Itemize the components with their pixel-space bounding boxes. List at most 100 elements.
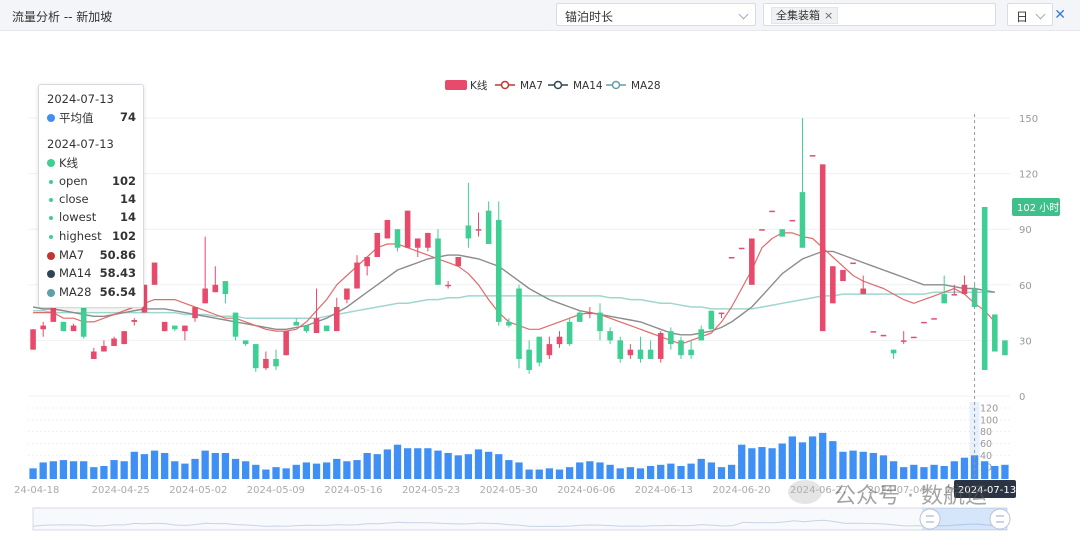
candle-body: [202, 288, 208, 304]
candle-body: [172, 325, 178, 330]
period-select[interactable]: 日: [1007, 3, 1053, 26]
candle-body: [617, 340, 624, 359]
volume-bar: [495, 454, 503, 479]
x-tick-label: 2024-05-16: [324, 485, 382, 496]
period-select-value: 日: [1016, 10, 1029, 24]
legend-marker-icon: [553, 80, 563, 90]
volume-bar: [171, 461, 179, 479]
candle-body: [789, 219, 796, 222]
volume-bar: [49, 461, 57, 479]
volume-bar: [819, 432, 827, 479]
volume-bar: [940, 465, 948, 479]
volume-bar: [59, 460, 68, 479]
candle-body: [445, 284, 451, 287]
volume-bar: [849, 450, 857, 479]
legend-label: K线: [470, 79, 488, 92]
data-zoom-handle[interactable]: [919, 508, 941, 530]
x-tick-label: 2024-06-20: [712, 485, 770, 496]
bullet-icon: [49, 235, 53, 239]
tooltip-open-label: open: [59, 174, 88, 188]
candle-body: [222, 281, 229, 295]
volume-bar: [363, 452, 371, 479]
volume-bar: [90, 467, 98, 479]
x-tick-label: 2024-07-04: [868, 485, 926, 496]
volume-bar: [586, 461, 594, 479]
chevron-down-icon: [1035, 9, 1046, 20]
volume-bar: [616, 468, 624, 479]
candle-body: [992, 314, 998, 352]
volume-bar: [748, 448, 756, 479]
candle-body: [597, 312, 603, 332]
volume-bar: [333, 458, 341, 479]
candle-body: [364, 257, 370, 267]
candle-body: [576, 312, 583, 322]
volume-bar: [191, 458, 199, 479]
tooltip-lowest-value: 14: [119, 210, 136, 224]
candle-body: [819, 164, 826, 332]
volume-bar: [646, 465, 655, 479]
legend-label: MA14: [573, 80, 603, 92]
candle-body: [627, 349, 634, 356]
candle-body: [556, 336, 563, 345]
volume-bar: [829, 441, 837, 479]
candle-body: [850, 262, 856, 265]
close-icon[interactable]: ✕: [1054, 7, 1066, 23]
volume-bar: [100, 465, 108, 479]
tooltip-avg-value: 74: [119, 110, 136, 124]
candle-body: [900, 340, 907, 342]
tooltip-lowest-label: lowest: [59, 210, 97, 224]
y-tick-label: 150: [1019, 114, 1038, 125]
candle-body: [91, 351, 97, 359]
candle-body: [273, 358, 279, 367]
filter-tag[interactable]: 全集装箱 ×: [771, 7, 839, 24]
data-zoom-handle[interactable]: [989, 508, 1011, 530]
x-tick-label: 2024-06-27: [790, 485, 848, 496]
volume-bar: [677, 465, 685, 479]
candle-body: [779, 229, 786, 237]
volume-tick-label: 120: [980, 404, 998, 415]
candle-body: [313, 318, 320, 333]
volume-tick-label: 100: [980, 415, 998, 426]
x-tick-label: 2024-06-06: [557, 485, 615, 496]
legend-label: MA28: [631, 80, 661, 92]
y-tick-label: 120: [1019, 170, 1038, 181]
volume-bar: [930, 464, 938, 479]
x-tick-label: 2024-05-23: [402, 485, 460, 496]
candle-body: [192, 307, 198, 319]
volume-bar: [555, 469, 564, 479]
tag-remove-icon[interactable]: ×: [824, 9, 834, 22]
volume-bar: [181, 463, 189, 479]
volume-bar: [505, 460, 513, 479]
candle-body: [971, 288, 978, 308]
watermark-text: 公众号 · 数航运: [834, 484, 987, 509]
candle-body: [698, 329, 705, 341]
volume-bar: [697, 458, 705, 479]
legend-marker-icon: [611, 80, 621, 90]
volume-bar: [353, 460, 361, 479]
volume-bar: [950, 461, 958, 479]
filter-select[interactable]: 全集装箱 ×: [763, 3, 996, 26]
candle-body: [455, 257, 462, 267]
candle-body: [961, 284, 968, 295]
candle-body: [668, 331, 674, 345]
candle-body: [323, 325, 330, 332]
candle-body: [131, 320, 138, 322]
candle-body: [516, 288, 522, 359]
volume-bar: [201, 450, 209, 479]
volume-bar: [474, 449, 483, 479]
volume-bar: [414, 448, 422, 479]
volume-bar: [424, 448, 432, 479]
volume-bar: [302, 462, 311, 479]
volume-bar: [323, 462, 331, 479]
volume-bar: [839, 451, 847, 479]
candle-body: [182, 325, 188, 332]
volume-bar: [262, 469, 270, 479]
candle-body: [637, 349, 644, 359]
metric-select[interactable]: 锚泊时长: [556, 3, 756, 26]
kline-chart[interactable]: K线MA7MA14MA28030609012015020406080100120…: [0, 30, 1080, 537]
volume-bar: [272, 467, 280, 479]
candle-body: [951, 294, 958, 296]
volume-bar: [991, 465, 999, 479]
volume-bar: [910, 464, 918, 479]
candle-body: [728, 257, 735, 259]
